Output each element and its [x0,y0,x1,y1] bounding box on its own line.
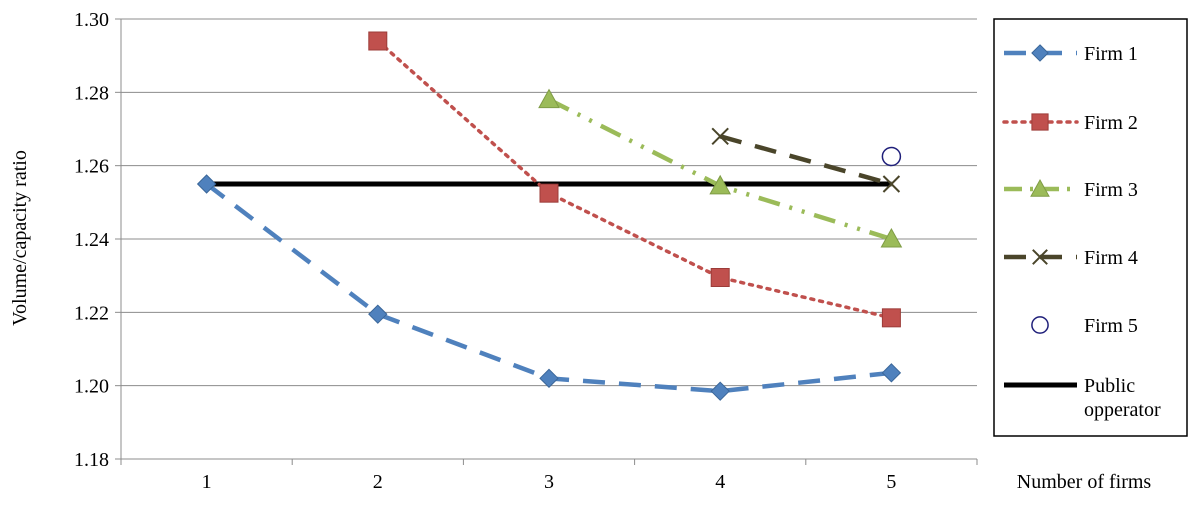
x-tick-label: 5 [886,471,896,493]
legend-label: Public [1084,375,1135,397]
y-tick-label: 1.24 [74,229,109,251]
y-tick-label: 1.22 [74,302,109,324]
legend-box [994,19,1187,436]
x-tick-label: 3 [544,471,554,493]
series-firm-1 [198,175,901,400]
square-marker [540,184,558,202]
series-line [378,41,892,318]
series-line [207,184,892,391]
y-tick-label: 1.20 [74,376,109,398]
square-marker [1032,114,1048,130]
y-tick-label: 1.18 [74,449,109,471]
legend-label: opperator [1084,399,1161,421]
axes [115,19,977,465]
x-tick-label: 1 [202,471,212,493]
series-firm-5 [882,148,900,166]
legend-label: Firm 5 [1084,315,1138,337]
legend-label: Firm 2 [1084,112,1138,134]
diamond-marker [882,364,900,382]
legend-label: Firm 3 [1084,179,1138,201]
series-firm-2 [369,32,901,327]
y-tick-label: 1.30 [74,9,109,31]
series-line [720,136,891,184]
square-marker [369,32,387,50]
series-layer [198,32,902,400]
x-axis-label: Number of firms [1017,471,1152,493]
y-tick-label: 1.28 [74,82,109,104]
y-tick-labels: 1.18 1.20 1.22 1.24 1.26 1.28 1.30 [74,9,109,471]
legend: Firm 1 Firm 2 Firm 3 Firm 4 Firm 5 Publicoppe… [994,19,1187,436]
legend-label: Firm 1 [1084,43,1138,65]
legend-label: Firm 4 [1084,247,1138,269]
series-firm-3 [539,90,901,247]
diamond-marker [540,369,558,387]
x-tick-label: 2 [373,471,383,493]
diamond-marker [711,382,729,400]
circle-marker [882,148,900,166]
y-tick-label: 1.26 [74,156,109,178]
square-marker [882,309,900,327]
x-tick-labels: 1 2 3 4 5 [202,471,897,493]
x-tick-label: 4 [715,471,725,493]
diamond-marker [369,305,387,323]
square-marker [711,269,729,287]
y-axis-label: Volume/capacity ratio [9,150,31,326]
